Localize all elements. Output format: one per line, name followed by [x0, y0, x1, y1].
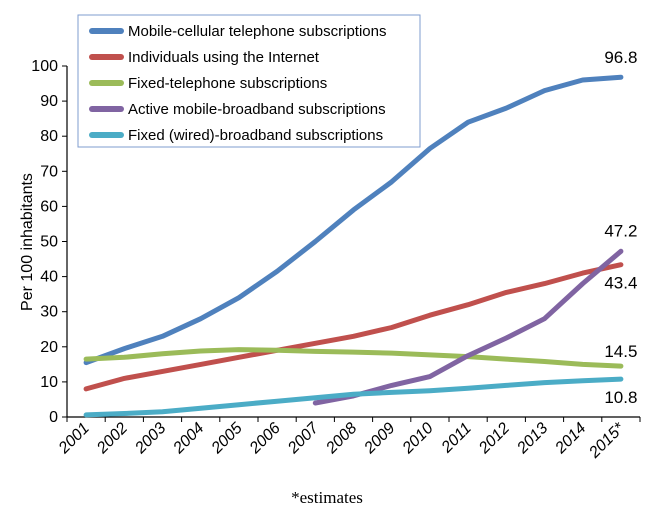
y-tick-label: 10	[40, 374, 58, 391]
legend-label: Mobile-cellular telephone subscriptions	[128, 23, 386, 40]
y-tick-label: 100	[31, 58, 58, 75]
x-ticks: 2001 2002 2003 2004 2005 2006 2007 2008 2009 2010…	[55, 417, 641, 462]
legend-label: Individuals using the Internet	[128, 49, 320, 66]
x-tick-label: 2012	[475, 420, 513, 458]
y-tick-label: 40	[40, 269, 58, 286]
y-tick-label: 20	[40, 339, 58, 356]
series-line	[83, 376, 624, 418]
legend: Mobile-cellular telephone subscriptions I…	[77, 14, 421, 148]
end-value-label: 43.4	[604, 274, 637, 293]
series-line	[83, 74, 624, 366]
x-tick-label: 2008	[322, 420, 360, 458]
x-tick-label: 2013	[513, 420, 551, 458]
y-tick-label: 30	[40, 304, 58, 321]
legend-label: Fixed-telephone subscriptions	[128, 75, 327, 92]
legend-label: Active mobile-broadband subscriptions	[128, 101, 386, 118]
legend-box	[77, 14, 421, 148]
y-tick-label: 70	[40, 163, 58, 180]
y-tick-label: 90	[40, 93, 58, 110]
footnote: *estimates	[291, 488, 363, 507]
end-value-label: 14.5	[604, 342, 637, 361]
x-tick-label: 2011	[438, 420, 475, 457]
x-tick-label: 2015*	[585, 419, 628, 462]
y-tick-label: 50	[40, 234, 58, 251]
x-tick-label: 2010	[399, 420, 437, 458]
x-tick-label: 2001	[55, 420, 93, 458]
y-axis-label: Per 100 inhabitants	[19, 173, 36, 311]
end-value-label: 10.8	[604, 388, 637, 407]
y-tick-label: 80	[40, 128, 58, 145]
x-tick-label: 2004	[170, 420, 208, 458]
series-lines	[83, 74, 624, 418]
x-tick-label: 2006	[246, 420, 284, 458]
x-tick-label: 2003	[131, 420, 169, 458]
y-ticks: 0 10 20 30 40 50 60 70 80 90 100	[31, 58, 67, 426]
y-tick-label: 0	[49, 409, 58, 426]
x-tick-label: 2005	[208, 420, 246, 458]
y-tick-label: 60	[40, 198, 58, 215]
end-value-label: 96.8	[604, 48, 637, 67]
x-tick-label: 2007	[284, 419, 323, 458]
end-value-label: 47.2	[604, 221, 637, 240]
series-line	[83, 347, 624, 369]
end-labels: 96.8 43.4 14.5 47.2 10.8	[604, 48, 637, 407]
x-tick-label: 2014	[552, 420, 590, 458]
x-tick-label: 2002	[93, 420, 131, 458]
legend-label: Fixed (wired)-broadband subscriptions	[128, 127, 383, 144]
series-line	[83, 262, 624, 392]
x-tick-label: 2009	[361, 420, 399, 458]
